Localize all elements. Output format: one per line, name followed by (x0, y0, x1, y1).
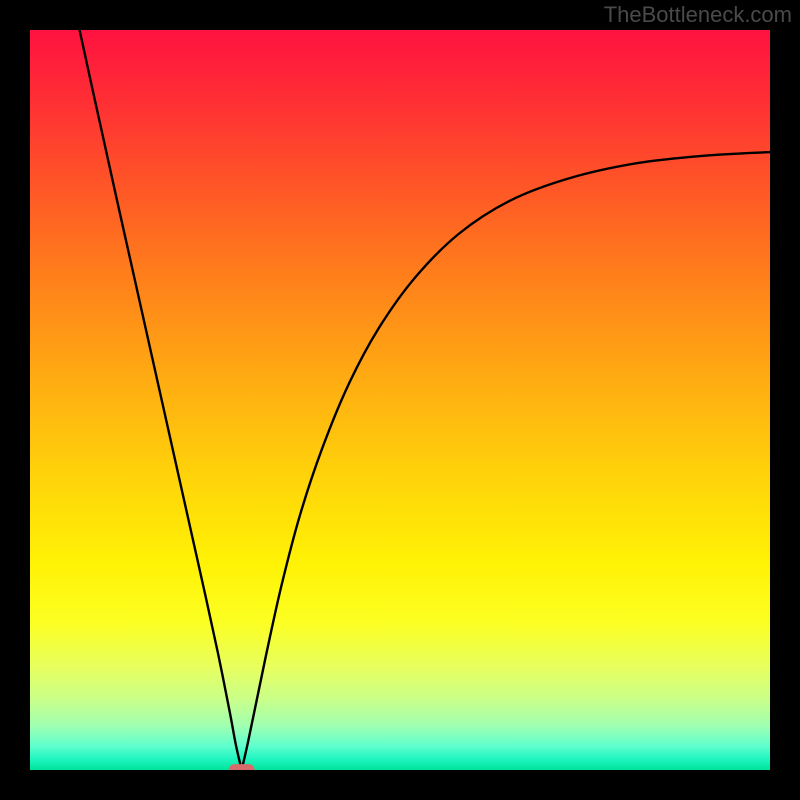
plot-area (30, 30, 770, 770)
gradient-background (30, 30, 770, 770)
watermark-label: TheBottleneck.com (604, 2, 792, 28)
notch-marker (229, 764, 255, 770)
chart-svg (30, 30, 770, 770)
chart-frame: TheBottleneck.com (0, 0, 800, 800)
